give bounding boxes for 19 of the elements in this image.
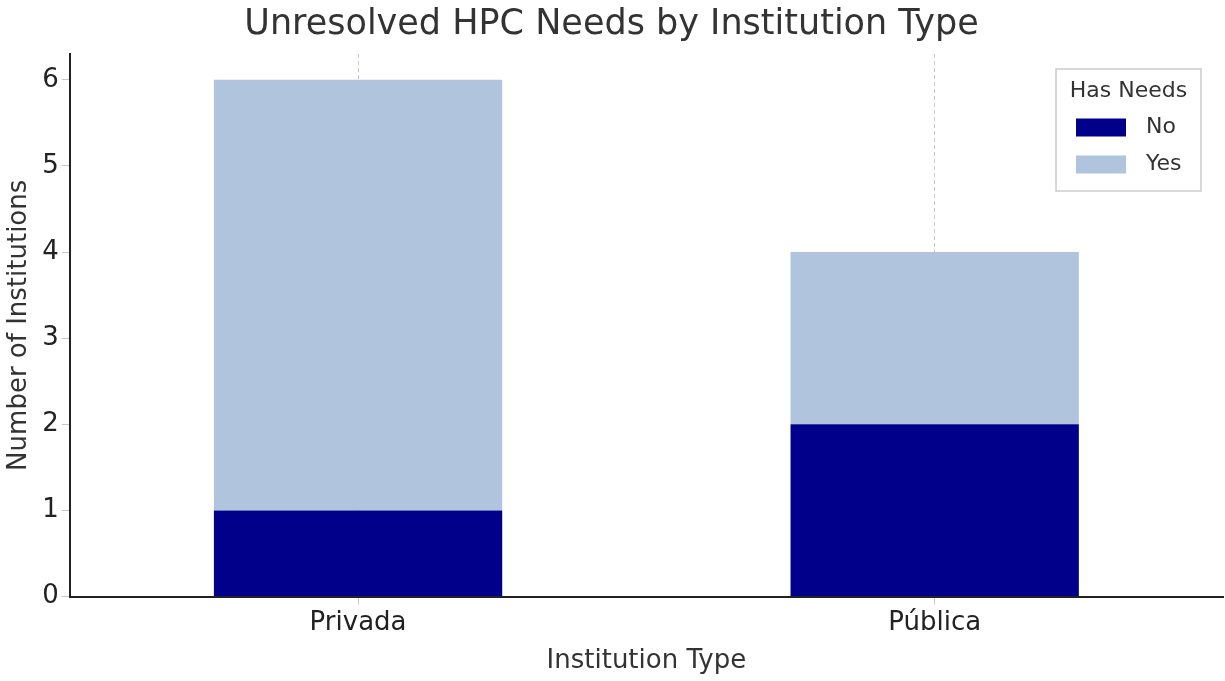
y-tick-label: 1 bbox=[42, 493, 59, 524]
bar bbox=[790, 252, 1079, 425]
bar bbox=[213, 79, 503, 511]
y-tick-label: 5 bbox=[42, 148, 59, 179]
legend-label: Yes bbox=[1145, 150, 1182, 176]
y-axis-title: Number of Institutions bbox=[2, 179, 33, 471]
bar bbox=[213, 510, 503, 597]
y-tick-label: 6 bbox=[42, 62, 59, 93]
x-axis-title: Institution Type bbox=[546, 644, 747, 675]
bar bbox=[790, 424, 1079, 597]
y-tick-label: 2 bbox=[42, 407, 59, 438]
y-tick-label: 3 bbox=[42, 320, 59, 351]
y-tick-label: 4 bbox=[42, 234, 59, 265]
x-tick-label: Privada bbox=[309, 605, 407, 636]
x-tick-label: Pública bbox=[888, 605, 982, 636]
legend-title: Has Needs bbox=[1069, 76, 1188, 102]
legend-label: No bbox=[1146, 113, 1176, 139]
chart-title: Unresolved HPC Needs by Institution Type bbox=[244, 2, 979, 43]
y-tick-label: 0 bbox=[42, 579, 59, 610]
